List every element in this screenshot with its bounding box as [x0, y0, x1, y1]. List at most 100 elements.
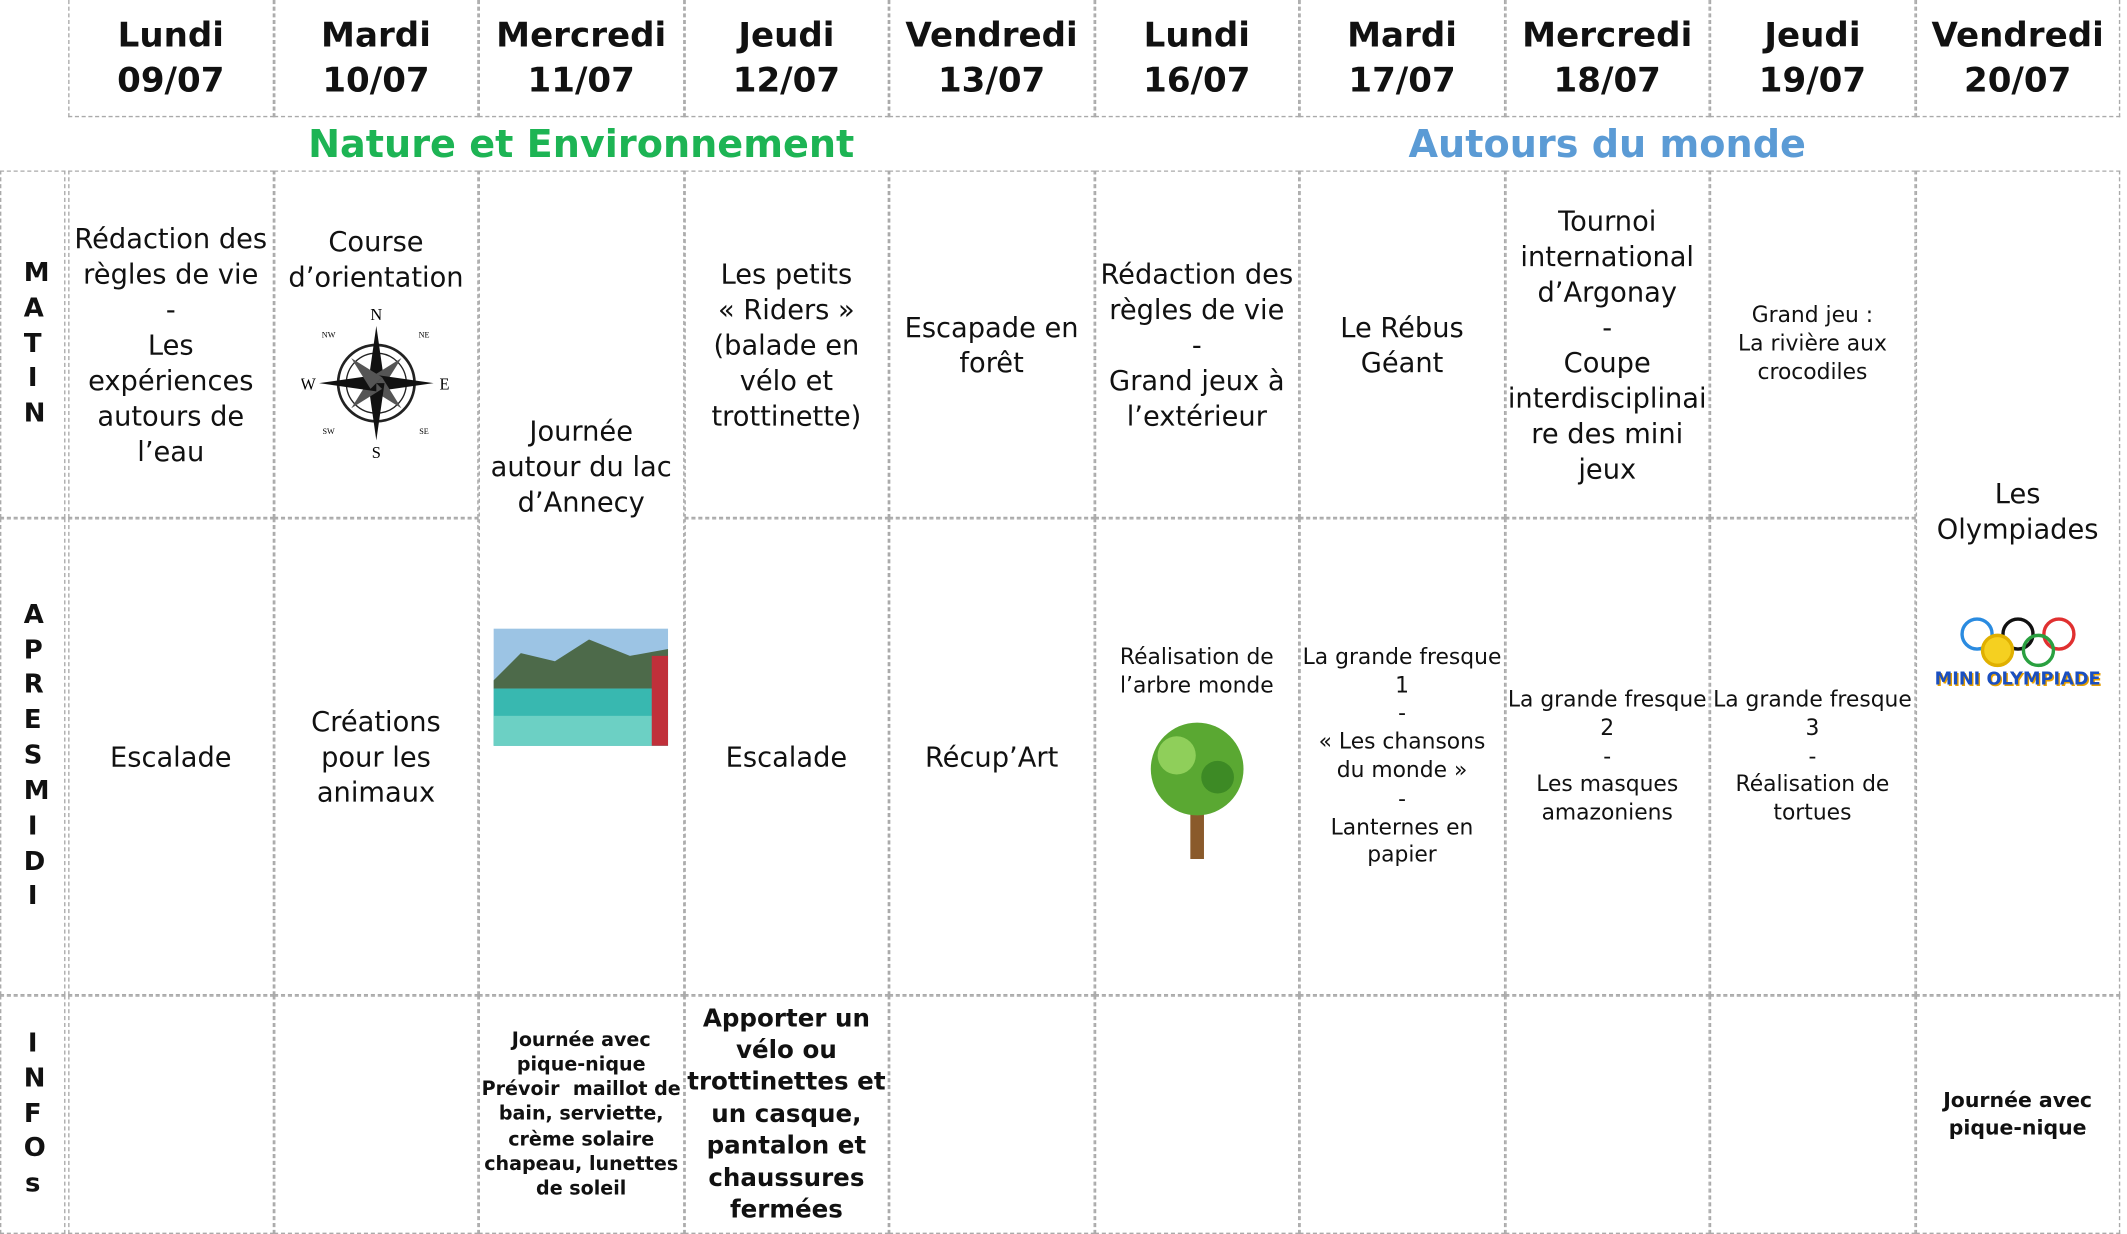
compass-label: E [439, 375, 449, 394]
theme-title: Autours du monde [1408, 121, 1806, 167]
activity-text: Les masques [1536, 770, 1679, 797]
compass-label: NW [321, 330, 335, 339]
activity-text: Prévoir maillot de [481, 1078, 681, 1101]
activity-cell: Les petits « Riders » (balade en vélo et tro… [683, 170, 890, 519]
activity-text: La rivière aux [1738, 330, 1887, 357]
activity-text: Les [1994, 477, 2041, 510]
day-header: Lundi 09/07 [68, 0, 274, 118]
day-date: 19/07 [1758, 59, 1867, 99]
row-label: APRESMIDI [0, 518, 66, 996]
day-name: Jeudi [738, 14, 835, 55]
compass-wrap: N NE E SE S SW W NW [300, 305, 451, 465]
compass-label: S [371, 443, 380, 458]
activity-cell: Tournoi international d’Argonay - Coupe inter… [1504, 170, 1710, 519]
compass-label: SW [322, 427, 335, 436]
activity-text: fermées [729, 1195, 843, 1225]
compass-label: NE [418, 330, 429, 339]
day-header: Mardi 10/07 [273, 0, 479, 118]
empty-cell [68, 995, 274, 1234]
activity-text: - [1603, 742, 1612, 769]
day-date: 18/07 [1553, 59, 1661, 99]
olympiade-logo: MINI OLYMPIADE [1935, 615, 2101, 690]
activity-cell: Journée avec pique-nique Prévoir maillot d… [478, 995, 684, 1234]
activity-cell: Les Olympiades MINI OLYMPIADE [1915, 170, 2121, 996]
activity-text: La grande fresque [1713, 685, 1912, 712]
activity-text: de soleil [536, 1178, 627, 1200]
activity-text: Le Rébus [1340, 310, 1464, 343]
activity-text: Apporter un [702, 1004, 870, 1034]
activity-cell: Réalisation de l’arbre monde [1094, 518, 1300, 996]
activity-text: forêt [959, 345, 1024, 379]
activity-text: crocodiles [1757, 358, 1868, 385]
day-date: 09/07 [117, 59, 225, 99]
activity-text: tortues [1773, 799, 1852, 826]
activity-text: Réalisation de [1119, 643, 1274, 670]
activity-text: Journée avec [511, 1029, 651, 1052]
tree-icon [1150, 722, 1244, 859]
activity-cell: Rédaction des règles de vie - Les expérience… [68, 170, 274, 519]
activity-text: Escalade [725, 740, 848, 774]
day-header: Vendredi 20/07 [1915, 0, 2121, 118]
activity-text: Journée [529, 414, 633, 448]
activity-text: - [165, 292, 176, 326]
compass-label: W [301, 375, 316, 394]
activity-text: 1 [1395, 671, 1409, 698]
activity-text: Escapade en [904, 310, 1079, 343]
activity-text: international [1520, 239, 1695, 273]
activity-text: autour du lac [490, 449, 672, 483]
activity-cell: Apporter un vélo ou trottinettes et un casq… [683, 995, 890, 1234]
activity-text: trottinettes et [687, 1068, 886, 1097]
row-label: MATIN [0, 170, 66, 519]
tree-wrap [1135, 714, 1258, 869]
activity-text: « Les chansons [1318, 728, 1486, 755]
activity-text: pique-nique [1948, 1114, 2087, 1140]
activity-text: papier [1367, 841, 1437, 868]
activity-text: interdisciplinai [1507, 381, 1707, 414]
activity-text: Grand jeu : [1751, 301, 1874, 328]
activity-text: Course [328, 224, 424, 258]
compass-icon: N NE E SE S SW W NW [300, 305, 449, 462]
activity-cell: Journée autour du lac d’Annecy [478, 170, 684, 996]
empty-cell [1504, 995, 1710, 1234]
activity-text: Les petits [720, 257, 853, 290]
compass-label: SE [419, 427, 429, 436]
activity-text: Grand jeux à [1109, 363, 1285, 397]
activity-cell: Escalade [68, 518, 274, 996]
activity-cell: Journée avec pique-nique [1915, 995, 2121, 1234]
day-date: 17/07 [1348, 59, 1456, 99]
activity-text: amazoniens [1541, 799, 1673, 826]
activity-text: Escalade [110, 740, 232, 774]
activity-text: Coupe [1563, 345, 1651, 379]
activity-text: - [1398, 700, 1406, 726]
activity-cell: Récup’Art [889, 518, 1095, 996]
activity-text: Tournoi [1558, 203, 1657, 237]
day-date: 13/07 [937, 59, 1046, 99]
empty-cell [1299, 995, 1505, 1234]
day-header: Vendredi 13/07 [889, 0, 1095, 118]
activity-text: expériences [88, 363, 254, 397]
activity-text: - [1602, 310, 1613, 343]
activity-text: pique-nique [516, 1054, 646, 1076]
activity-text: 3 [1805, 714, 1820, 741]
activity-cell: La grande fresque 3- Réalisation de tortues [1709, 518, 1916, 996]
activity-cell: Créations pour les animaux [273, 518, 479, 996]
rings-icon [1960, 617, 2076, 668]
day-name: Vendredi [1931, 14, 2104, 55]
day-name: Lundi [1143, 14, 1250, 55]
activity-text: crème solaire [508, 1128, 655, 1151]
row-label-text: MATIN [23, 257, 50, 429]
activity-cell: La grande fresque 1- « Les chansons du mond… [1299, 518, 1505, 996]
compass-label: N [370, 308, 382, 324]
logo-text: MINI OLYMPIADE [1934, 669, 2101, 690]
activity-text: (balade en [713, 327, 860, 361]
activity-text: Rédaction des [1100, 257, 1294, 290]
activity-cell: Course d’orientation N NE E SE S SW W NW [273, 170, 479, 519]
day-date: 12/07 [732, 59, 841, 99]
activity-text: Géant [1360, 345, 1444, 379]
lake-photo [493, 628, 669, 746]
day-name: Mardi [321, 14, 431, 55]
